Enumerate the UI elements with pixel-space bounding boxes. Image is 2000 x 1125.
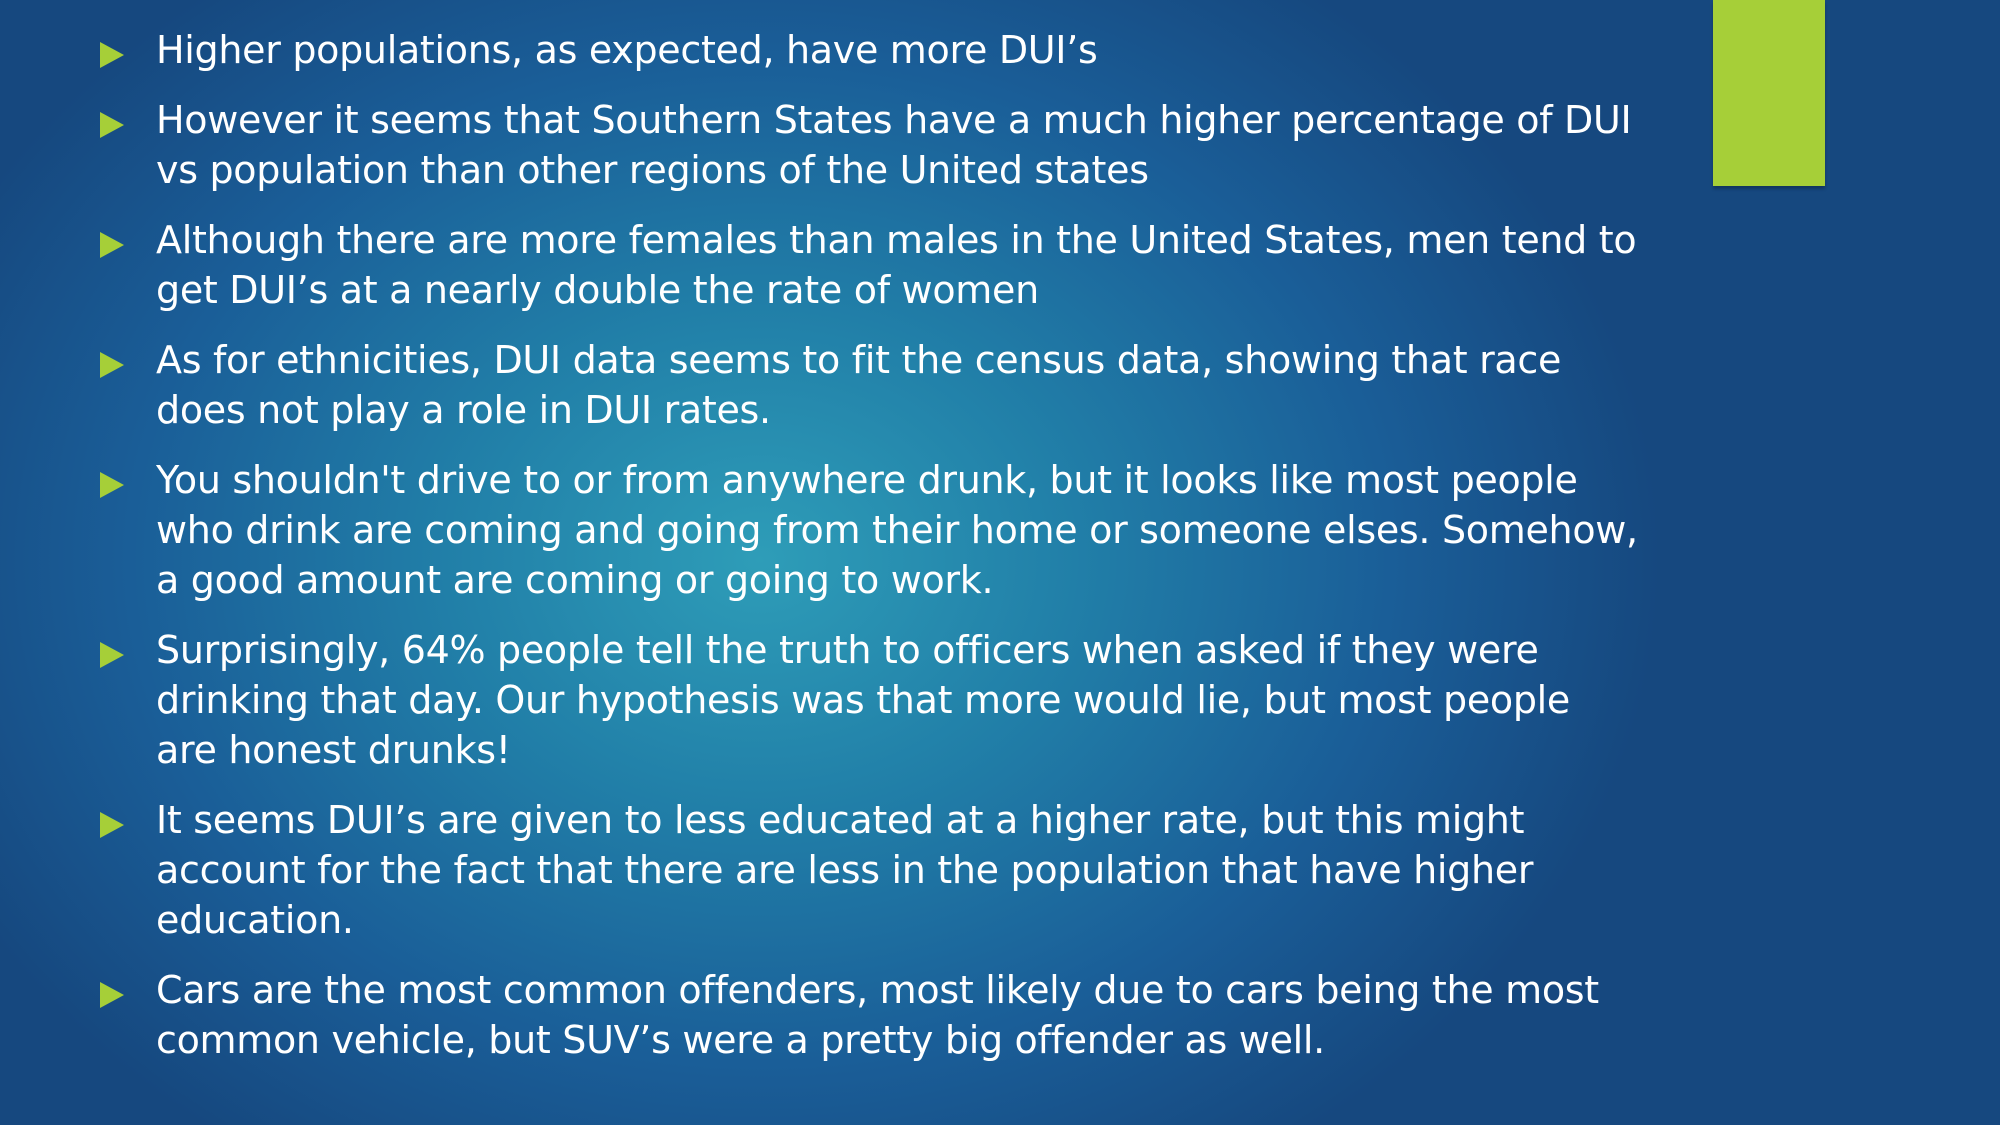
triangle-right-icon [100,112,124,138]
list-item: As for ethnicities, DUI data seems to fi… [100,335,1640,435]
list-item: Cars are the most common offenders, most… [100,965,1640,1065]
bullet-text: As for ethnicities, DUI data seems to fi… [156,338,1562,432]
triangle-right-icon [100,352,124,378]
triangle-right-icon [100,812,124,838]
list-item: Surprisingly, 64% people tell the truth … [100,625,1640,775]
list-item: Although there are more females than mal… [100,215,1640,315]
triangle-right-icon [100,42,124,68]
list-item: You shouldn't drive to or from anywhere … [100,455,1640,605]
bullet-text: However it seems that Southern States ha… [156,98,1632,192]
triangle-right-icon [100,642,124,668]
bullet-list: Higher populations, as expected, have mo… [100,25,1640,1085]
bullet-text: Cars are the most common offenders, most… [156,968,1599,1062]
bullet-text: Higher populations, as expected, have mo… [156,28,1098,72]
list-item: It seems DUI’s are given to less educate… [100,795,1640,945]
bullet-text: Surprisingly, 64% people tell the truth … [156,628,1571,772]
triangle-right-icon [100,472,124,498]
triangle-right-icon [100,982,124,1008]
triangle-right-icon [100,232,124,258]
bullet-text: You shouldn't drive to or from anywhere … [156,458,1638,602]
list-item: However it seems that Southern States ha… [100,95,1640,195]
accent-bar [1713,0,1825,186]
bullet-text: Although there are more females than mal… [156,218,1637,312]
list-item: Higher populations, as expected, have mo… [100,25,1640,75]
bullet-text: It seems DUI’s are given to less educate… [156,798,1534,942]
